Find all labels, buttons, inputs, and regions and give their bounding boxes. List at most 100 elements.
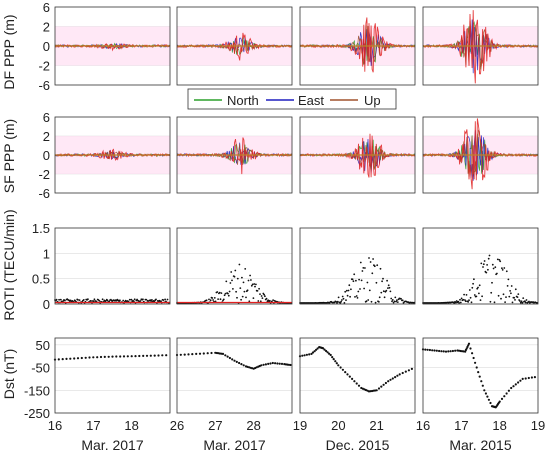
dst-point [339, 366, 342, 369]
roti-point [524, 301, 527, 304]
dst-point [484, 392, 487, 395]
roti-point [368, 257, 370, 259]
dst-point [483, 389, 486, 392]
y-tick-label: -2 [38, 59, 50, 74]
up-trace [422, 20, 539, 68]
dst-point [267, 362, 270, 365]
roti-point [379, 267, 382, 270]
date-label: Dec. 2015 [326, 437, 390, 453]
roti-point [249, 274, 252, 277]
dst-point [426, 348, 429, 351]
dst-point [519, 379, 522, 382]
dst-point [264, 363, 267, 366]
dst-point [467, 342, 471, 345]
roti-point [232, 288, 234, 290]
roti-point [240, 298, 243, 301]
roti-point [396, 301, 399, 303]
dst-point [344, 371, 347, 374]
roti-point [233, 275, 236, 278]
roti-point [517, 293, 520, 295]
roti-point [344, 290, 347, 293]
dst-point [351, 377, 354, 380]
roti-point [265, 297, 268, 300]
dst-point [280, 362, 284, 365]
y-tick-label: 2 [43, 129, 50, 144]
roti-point [511, 301, 514, 304]
dst-point [329, 353, 332, 357]
dst-point [191, 353, 194, 356]
panel-frame [422, 116, 539, 194]
roti-point [345, 289, 348, 292]
panel-frame [54, 116, 171, 194]
panel-frame [422, 6, 539, 86]
panel-bg [177, 228, 292, 304]
panel-frame [422, 337, 539, 414]
dst-point [231, 358, 234, 361]
roti-point [375, 281, 378, 284]
roti-point [253, 283, 256, 285]
roti-point [374, 301, 377, 304]
dst-point [310, 352, 313, 355]
y-tick-label: 0.5 [32, 272, 50, 287]
dst-point [226, 355, 229, 358]
roti-point [151, 299, 153, 301]
dst-point [315, 348, 318, 351]
dst-point [142, 354, 145, 357]
roti-point [343, 302, 346, 304]
roti-point [259, 293, 261, 295]
roti-point [133, 298, 136, 301]
roti-point [348, 284, 351, 287]
roti-point [387, 284, 390, 287]
roti-point [393, 300, 396, 303]
roti-point [64, 299, 66, 302]
roti-point [457, 300, 460, 303]
roti-point [509, 290, 511, 292]
roti-point [346, 294, 349, 297]
roti-point [211, 297, 214, 299]
roti-point [245, 296, 247, 299]
roti-point [477, 286, 479, 289]
roti-point [223, 294, 226, 297]
dst-point [331, 356, 334, 359]
roti-point [490, 291, 493, 294]
panel-frame [176, 116, 293, 194]
dst-point [325, 349, 328, 353]
dst-point [183, 353, 186, 356]
panel-frame [299, 227, 416, 305]
roti-point [227, 294, 230, 297]
roti-point [247, 279, 250, 282]
dst-point [316, 347, 319, 350]
dst-point [210, 351, 213, 355]
dst-point [287, 363, 290, 366]
roti-point [390, 297, 393, 300]
dst-point [433, 349, 436, 352]
roti-point [235, 290, 238, 293]
roti-point [492, 267, 495, 270]
x-tick-label: 28 [246, 418, 260, 433]
dst-point [276, 362, 279, 365]
dst-point [480, 380, 483, 383]
dst-point [404, 370, 407, 373]
roti-point [385, 289, 388, 292]
panel-bg [55, 228, 170, 304]
y-tick-label: 0 [43, 148, 50, 163]
legend-box [187, 88, 397, 110]
roti-point [345, 299, 347, 301]
dst-point [332, 358, 335, 361]
dst-point [472, 356, 475, 360]
roti-point [155, 298, 157, 301]
x-tick-label: 18 [492, 418, 506, 433]
date-label: Mar. 2017 [81, 437, 143, 453]
date-label: Mar. 2017 [203, 437, 265, 453]
roti-point [388, 286, 391, 289]
roti-point [464, 300, 467, 303]
roti-point [336, 300, 339, 303]
roti-point [467, 301, 470, 303]
panel-sf-2 [176, 116, 293, 194]
roti-point [498, 259, 501, 261]
y-tick-label: 1.5 [32, 221, 50, 236]
dst-point [514, 383, 517, 386]
roti-point [208, 298, 210, 301]
dst-point [130, 355, 133, 358]
dst-point [454, 349, 457, 352]
